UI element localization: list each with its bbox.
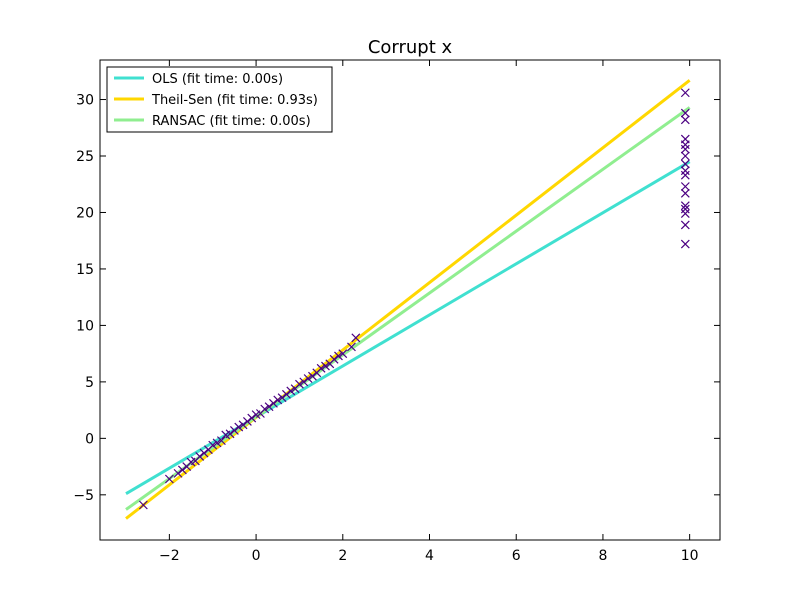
x-tick-label: 6 — [512, 548, 521, 564]
data-point-26 — [277, 393, 287, 403]
x-tick-label: 4 — [425, 548, 434, 564]
data-point-1 — [164, 474, 174, 484]
data-point-22 — [260, 404, 270, 414]
data-point-50 — [680, 159, 690, 169]
y-tick-label: 5 — [85, 375, 94, 391]
legend-label-2: RANSAC (fit time: 0.00s) — [152, 114, 311, 129]
data-point-30 — [295, 379, 304, 389]
data-point-2 — [173, 468, 183, 478]
chart-title: Corrupt x — [368, 37, 453, 58]
y-tick-label: 15 — [76, 262, 94, 278]
data-point-15 — [229, 426, 239, 435]
data-point-49 — [680, 151, 690, 161]
data-point-7 — [195, 451, 205, 461]
x-tick-label: −2 — [159, 548, 180, 564]
data-point-12 — [216, 436, 226, 446]
data-point-14 — [225, 429, 235, 439]
data-point-27 — [282, 389, 291, 399]
data-point-19 — [247, 413, 257, 423]
data-point-43 — [680, 88, 690, 98]
y-tick-label: −5 — [73, 488, 94, 504]
data-point-54 — [680, 188, 690, 198]
data-point-53 — [680, 182, 690, 191]
legend-label-1: Theil-Sen (fit time: 0.93s) — [151, 93, 318, 108]
data-point-24 — [269, 398, 278, 408]
data-point-16 — [234, 422, 244, 432]
data-point-23 — [264, 402, 274, 412]
data-point-32 — [303, 374, 313, 383]
data-point-59 — [680, 239, 690, 249]
data-point-58 — [680, 220, 690, 230]
legend: OLS (fit time: 0.00s) Theil-Sen (fit time… — [106, 66, 333, 133]
scatter-points — [138, 88, 690, 510]
data-point-8 — [199, 448, 209, 458]
axis-ticks: −2 0 2 4 6 8 10 −5 0 5 10 15 20 25 30 — [73, 60, 720, 564]
data-point-44 — [680, 108, 690, 118]
y-tick-label: 30 — [76, 93, 94, 109]
data-point-25 — [273, 395, 283, 405]
x-tick-label: 0 — [252, 548, 261, 564]
legend-box — [106, 66, 333, 133]
data-point-45 — [680, 115, 690, 125]
legend-label-0: OLS (fit time: 0.00s) — [152, 72, 283, 87]
data-point-10 — [208, 440, 218, 450]
data-point-48 — [680, 144, 690, 154]
data-point-42 — [351, 333, 361, 343]
data-point-39 — [334, 351, 343, 361]
data-point-41 — [347, 342, 356, 352]
y-tick-label: 10 — [76, 318, 94, 334]
data-point-31 — [299, 377, 309, 387]
data-point-3 — [177, 465, 187, 475]
data-point-17 — [238, 420, 248, 430]
x-tick-label: 10 — [681, 548, 699, 564]
data-point-57 — [680, 209, 690, 219]
data-point-55 — [680, 201, 690, 211]
y-tick-label: 20 — [76, 205, 94, 221]
data-point-11 — [212, 438, 222, 448]
data-point-36 — [321, 361, 330, 371]
data-point-35 — [316, 363, 326, 373]
data-point-33 — [308, 371, 317, 381]
x-tick-label: 8 — [598, 548, 607, 564]
x-tick-label: 2 — [338, 548, 347, 564]
data-point-0 — [138, 500, 148, 510]
data-point-28 — [286, 386, 296, 396]
data-point-40 — [338, 349, 348, 359]
y-tick-label: 25 — [76, 149, 94, 165]
data-point-52 — [680, 170, 690, 180]
y-tick-label: 0 — [85, 431, 94, 447]
data-point-18 — [242, 416, 252, 426]
data-point-38 — [329, 354, 339, 364]
